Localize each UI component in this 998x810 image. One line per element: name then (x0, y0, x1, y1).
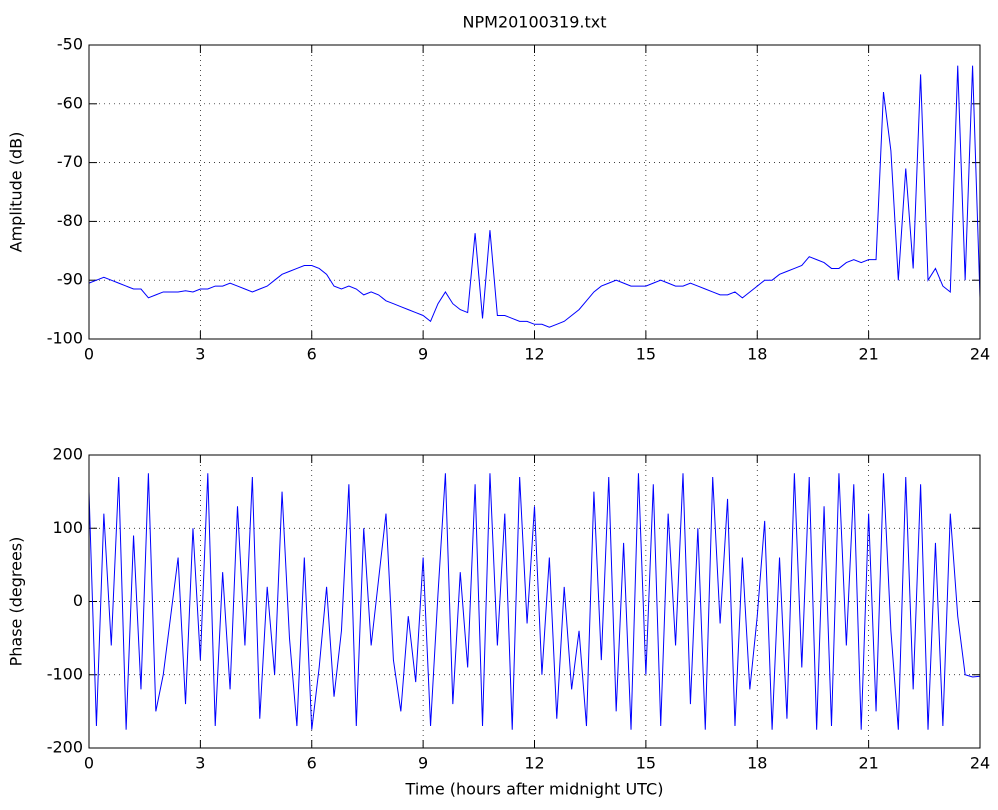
chart-title: NPM20100319.txt (463, 13, 607, 32)
y-tick-label: -100 (47, 664, 83, 683)
x-tick-label: 18 (747, 345, 767, 364)
x-tick-label: 0 (84, 345, 94, 364)
y-axis-label: Amplitude (dB) (7, 132, 26, 253)
x-tick-label: 21 (858, 345, 878, 364)
x-tick-label: 3 (195, 345, 205, 364)
x-tick-label: 6 (307, 754, 317, 773)
x-axis-label: Time (hours after midnight UTC) (405, 780, 664, 799)
axes-frame (88, 44, 981, 340)
data-line (88, 65, 981, 328)
y-tick-label: -70 (57, 152, 83, 171)
x-tick-label: 12 (524, 345, 544, 364)
y-tick-label: -200 (47, 738, 83, 757)
y-tick-label: 200 (52, 445, 83, 464)
x-tick-label: 24 (970, 345, 990, 364)
x-tick-label: 21 (858, 754, 878, 773)
y-tick-label: -100 (47, 329, 83, 348)
data-line (88, 473, 981, 730)
x-tick-label: 6 (307, 345, 317, 364)
x-tick-label: 3 (195, 754, 205, 773)
x-tick-label: 12 (524, 754, 544, 773)
x-tick-label: 18 (747, 754, 767, 773)
y-axis-label: Phase (degrees) (7, 537, 26, 667)
y-tick-label: -80 (57, 211, 83, 230)
y-tick-label: 0 (73, 591, 83, 610)
x-tick-label: 15 (636, 345, 656, 364)
x-tick-label: 9 (418, 754, 428, 773)
x-tick-label: 0 (84, 754, 94, 773)
x-tick-label: 15 (636, 754, 656, 773)
plot-area (89, 45, 980, 339)
y-tick-label: -50 (57, 35, 83, 54)
y-tick-label: 100 (52, 518, 83, 537)
axes-frame (88, 454, 981, 749)
x-tick-label: 9 (418, 345, 428, 364)
y-tick-label: -60 (57, 93, 83, 112)
y-tick-label: -90 (57, 270, 83, 289)
x-tick-label: 24 (970, 754, 990, 773)
